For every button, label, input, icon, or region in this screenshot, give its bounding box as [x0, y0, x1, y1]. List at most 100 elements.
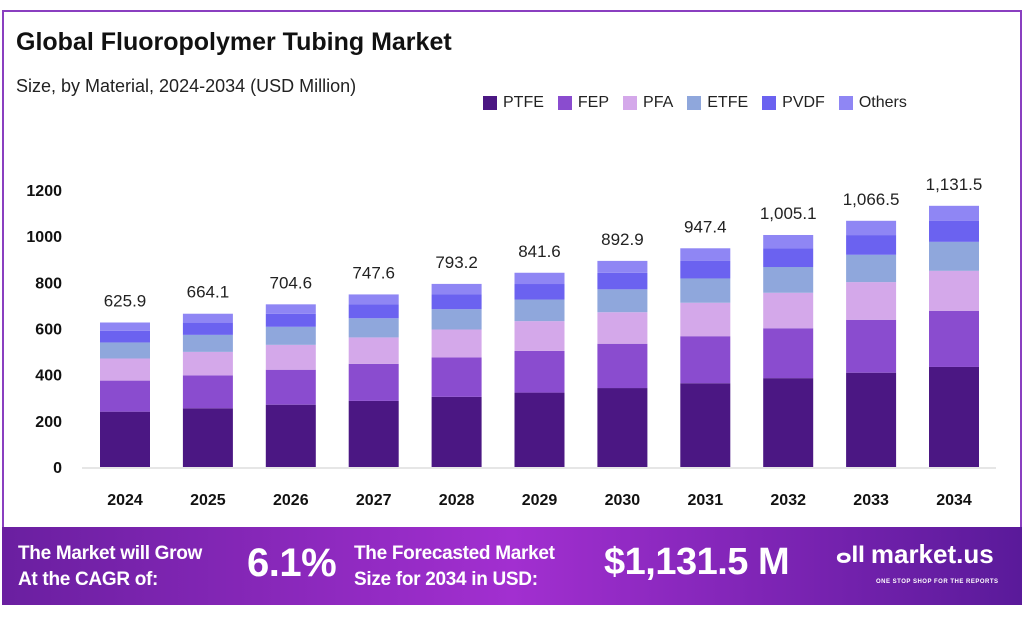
forecast-value: $1,131.5 M — [604, 541, 790, 583]
legend-swatch — [557, 96, 572, 110]
bar-fep-2034 — [929, 310, 979, 367]
y-tick-label: 400 — [35, 368, 62, 385]
brand-name: market.us — [870, 539, 994, 569]
bar-fep-2027 — [348, 363, 399, 401]
total-label: 892.9 — [601, 230, 644, 249]
legend-swatch — [838, 96, 853, 110]
bar-etfe-2029 — [514, 299, 565, 322]
bar-others-2034 — [929, 205, 979, 221]
bar-etfe-2032 — [763, 267, 814, 293]
bar-pfa-2034 — [929, 270, 979, 311]
x-tick-label: 2027 — [356, 492, 392, 509]
x-tick-label: 2024 — [107, 492, 143, 509]
x-tick-label: 2030 — [605, 492, 641, 509]
y-tick-label: 0 — [53, 460, 62, 477]
bar-etfe-2033 — [846, 254, 897, 283]
brand-logo: ⴰII market.us — [836, 539, 994, 570]
legend-swatch — [687, 96, 702, 110]
legend-swatch — [483, 96, 497, 110]
bar-etfe-2028 — [431, 309, 482, 330]
cagr-label-line2: At the CAGR of: — [18, 569, 159, 590]
bar-fep-2024 — [100, 380, 150, 412]
legend-label: PVDF — [782, 94, 825, 111]
bar-pfa-2026 — [265, 344, 316, 370]
y-tick-label: 200 — [35, 414, 62, 431]
y-tick-label: 1000 — [26, 229, 62, 246]
bar-pfa-2033 — [846, 282, 897, 320]
bar-others-2025 — [182, 313, 233, 323]
legend-item-fep: FEP — [557, 94, 610, 112]
bar-fep-2029 — [514, 350, 565, 393]
bar-pfa-2027 — [348, 337, 399, 364]
legend: PTFE FEP PFA ETFE PVDF Others — [483, 94, 907, 112]
bar-ptfe-2026 — [265, 404, 316, 467]
total-label: 704.6 — [270, 273, 313, 292]
bar-pfa-2029 — [514, 321, 565, 351]
legend-item-etfe: ETFE — [687, 94, 748, 112]
x-tick-label: 2026 — [273, 492, 309, 509]
chart-title: Global Fluoropolymer Tubing Market — [16, 28, 452, 56]
legend-label: PFA — [643, 94, 674, 111]
total-label: 1,066.5 — [843, 190, 900, 209]
bar-pvdf-2034 — [929, 220, 979, 242]
cagr-value: 6.1% — [247, 541, 337, 585]
bar-fep-2033 — [846, 319, 897, 373]
legend-swatch — [762, 96, 777, 110]
legend-item-pvdf: PVDF — [762, 94, 825, 112]
legend-label: PTFE — [503, 94, 544, 111]
bar-pfa-2028 — [431, 329, 482, 358]
cagr-label-line1: The Market will Grow — [18, 543, 203, 564]
bar-fep-2032 — [763, 328, 814, 379]
bar-etfe-2034 — [929, 241, 979, 271]
bar-pvdf-2032 — [763, 248, 814, 268]
bar-others-2033 — [846, 220, 897, 236]
bar-pfa-2030 — [597, 312, 648, 344]
forecast-label-line1: The Forecasted Market — [354, 543, 555, 564]
total-label: 625.9 — [104, 291, 147, 310]
bar-ptfe-2030 — [597, 388, 648, 467]
bar-fep-2025 — [182, 375, 233, 409]
summary-banner: The Market will Grow At the CAGR of: 6.1%… — [2, 527, 1022, 605]
legend-item-others: Others — [838, 94, 907, 112]
bar-others-2028 — [431, 283, 482, 295]
legend-label: Others — [858, 94, 907, 111]
bar-others-2031 — [680, 248, 731, 261]
bar-fep-2028 — [431, 357, 482, 397]
bar-pvdf-2026 — [265, 313, 316, 327]
y-tick-label: 800 — [35, 275, 62, 292]
x-tick-label: 2033 — [853, 492, 889, 509]
x-tick-label: 2025 — [190, 492, 226, 509]
bar-pfa-2032 — [763, 292, 814, 329]
bar-fep-2026 — [265, 369, 316, 405]
legend-item-pfa: PFA — [623, 94, 673, 112]
bar-ptfe-2033 — [846, 372, 897, 467]
logo-icon: ⴰII — [836, 541, 865, 568]
bar-others-2026 — [265, 304, 316, 314]
y-tick-label: 1200 — [26, 183, 62, 200]
bar-pvdf-2024 — [100, 330, 150, 343]
legend-item-ptfe: PTFE — [483, 94, 544, 112]
bar-others-2027 — [348, 294, 399, 305]
bar-fep-2030 — [597, 343, 648, 389]
bar-ptfe-2028 — [431, 396, 482, 467]
bar-etfe-2026 — [265, 326, 316, 345]
bar-ptfe-2034 — [929, 366, 979, 467]
bar-pvdf-2030 — [597, 272, 648, 290]
bar-others-2029 — [514, 272, 565, 285]
legend-label: FEP — [577, 94, 610, 111]
chart-subtitle: Size, by Material, 2024-2034 (USD Millio… — [16, 76, 357, 96]
total-label: 841.6 — [518, 242, 561, 261]
total-label: 747.6 — [352, 263, 395, 282]
bar-others-2030 — [597, 260, 648, 273]
x-tick-label: 2028 — [439, 492, 475, 509]
total-label: 1,005.1 — [760, 204, 817, 223]
forecast-label-line2: Size for 2034 in USD: — [354, 569, 538, 590]
bar-etfe-2027 — [348, 318, 399, 338]
legend-swatch — [623, 96, 638, 110]
total-label: 947.4 — [684, 217, 727, 236]
frame — [2, 10, 1022, 605]
x-tick-label: 2034 — [936, 492, 972, 509]
total-label: 1,131.5 — [926, 175, 983, 194]
bar-etfe-2031 — [680, 278, 731, 303]
x-tick-label: 2032 — [770, 492, 806, 509]
